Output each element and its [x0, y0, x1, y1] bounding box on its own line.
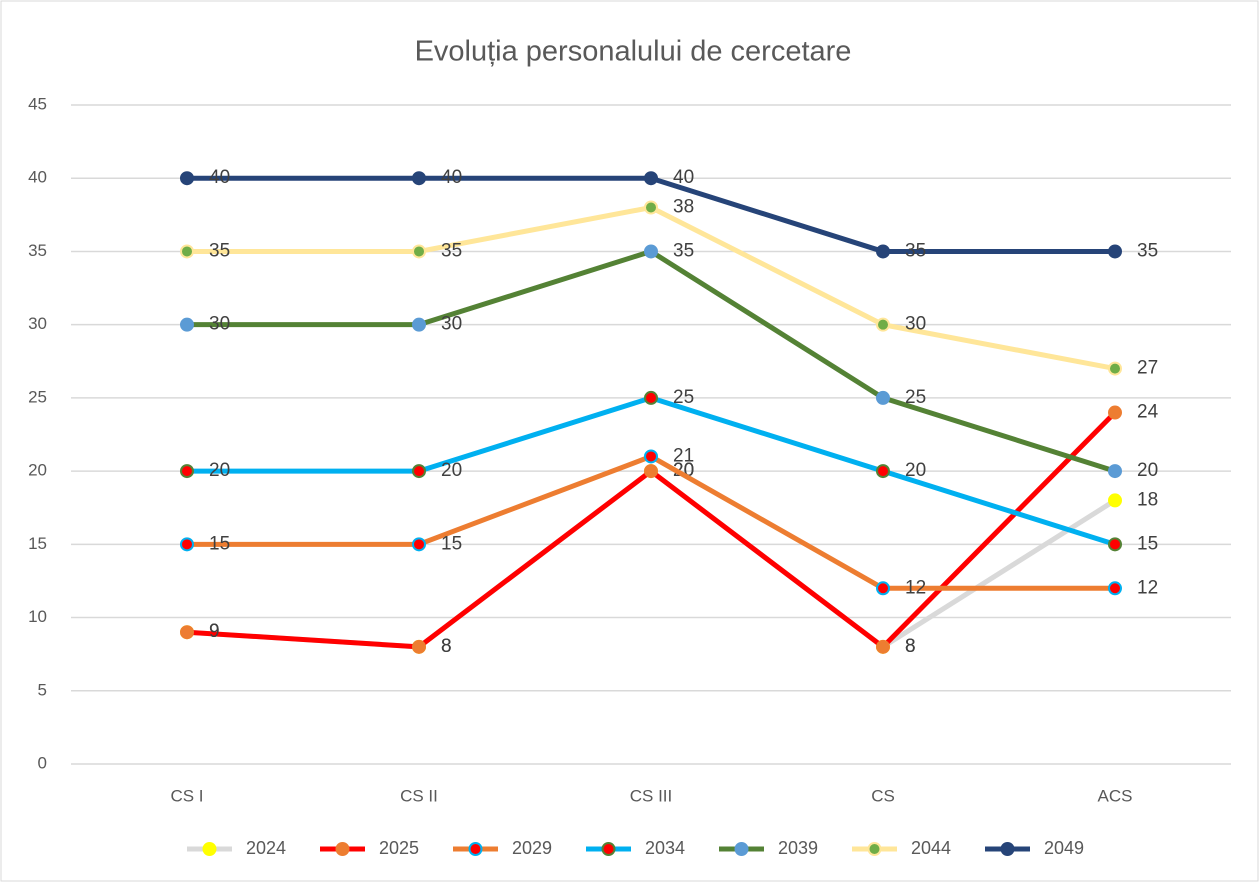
marker: [876, 464, 890, 479]
marker: [180, 244, 194, 259]
data-label: 8: [905, 636, 916, 657]
y-tick-label: 20: [28, 461, 47, 480]
marker: [644, 464, 658, 479]
y-tick-label: 40: [28, 168, 47, 187]
data-label: 40: [441, 167, 462, 188]
legend-marker: [202, 842, 217, 856]
data-label: 15: [441, 533, 462, 554]
data-label: 20: [209, 460, 230, 481]
marker: [644, 171, 658, 186]
marker: [644, 200, 658, 215]
marker: [412, 639, 426, 654]
data-label: 15: [1137, 533, 1158, 554]
data-label: 30: [209, 314, 230, 335]
marker: [180, 464, 194, 479]
legend-label: 2044: [911, 838, 951, 858]
y-tick-label: 5: [38, 680, 47, 699]
legend-marker: [734, 842, 749, 856]
data-label: 8: [441, 636, 452, 657]
y-tick-label: 35: [28, 241, 47, 260]
x-tick-label: CS I: [170, 786, 203, 805]
legend-marker: [335, 842, 350, 856]
data-label: 40: [209, 167, 230, 188]
legend-label: 2039: [778, 838, 818, 858]
marker: [1108, 493, 1122, 508]
marker: [876, 317, 890, 332]
data-label: 8: [905, 636, 916, 657]
legend-label: 2024: [246, 838, 286, 858]
data-label: 40: [673, 167, 694, 188]
data-label: 15: [209, 533, 230, 554]
data-label: 38: [673, 197, 694, 218]
data-label: 30: [441, 314, 462, 335]
chart-title: Evoluția personalului de cercetare: [415, 36, 852, 68]
marker: [180, 317, 194, 332]
marker: [412, 537, 426, 552]
legend-marker: [1000, 842, 1015, 856]
data-label: 35: [1137, 240, 1158, 261]
y-tick-label: 10: [28, 607, 47, 626]
data-label: 27: [1137, 358, 1158, 379]
marker: [412, 317, 426, 332]
marker: [644, 390, 658, 405]
data-label: 35: [209, 240, 230, 261]
legend-marker: [601, 842, 616, 856]
marker: [876, 390, 890, 405]
legend-label: 2049: [1044, 838, 1084, 858]
y-tick-label: 0: [38, 753, 47, 772]
marker: [644, 449, 658, 464]
x-tick-label: CS II: [400, 786, 438, 805]
legend-label: 2029: [512, 838, 552, 858]
marker: [1108, 405, 1122, 420]
legend-marker: [867, 842, 882, 856]
x-tick-label: CS: [871, 786, 895, 805]
marker: [412, 244, 426, 259]
data-label: 35: [905, 240, 926, 261]
legend-label: 2025: [379, 838, 419, 858]
marker: [412, 464, 426, 479]
x-tick-label: CS III: [630, 786, 673, 805]
marker: [876, 639, 890, 654]
marker: [1108, 361, 1122, 376]
marker: [180, 171, 194, 186]
marker: [412, 171, 426, 186]
marker: [1108, 581, 1122, 596]
data-label: 25: [905, 387, 926, 408]
data-label: 12: [905, 577, 926, 598]
legend-marker: [468, 842, 483, 856]
x-tick-label: ACS: [1098, 786, 1133, 805]
y-tick-label: 30: [28, 314, 47, 333]
y-tick-label: 15: [28, 534, 47, 553]
marker: [1108, 244, 1122, 259]
data-label: 8: [441, 636, 452, 657]
data-label: 20: [1137, 460, 1158, 481]
data-label: 30: [905, 314, 926, 335]
data-label: 24: [1137, 402, 1159, 423]
data-label: 25: [673, 387, 694, 408]
data-label: 35: [441, 240, 462, 261]
data-label: 18: [1137, 489, 1158, 510]
marker: [1108, 464, 1122, 479]
y-tick-label: 45: [28, 94, 47, 113]
marker: [644, 244, 658, 259]
data-label: 20: [441, 460, 462, 481]
legend-label: 2034: [645, 838, 685, 858]
data-label: 35: [673, 240, 694, 261]
y-tick-label: 25: [28, 387, 47, 406]
data-label: 9: [209, 621, 220, 642]
marker: [180, 625, 194, 640]
marker: [180, 537, 194, 552]
marker: [876, 244, 890, 259]
data-label: 12: [1137, 577, 1158, 598]
marker: [876, 581, 890, 596]
marker: [1108, 537, 1122, 552]
data-label: 21: [673, 445, 694, 466]
data-label: 20: [905, 460, 926, 481]
